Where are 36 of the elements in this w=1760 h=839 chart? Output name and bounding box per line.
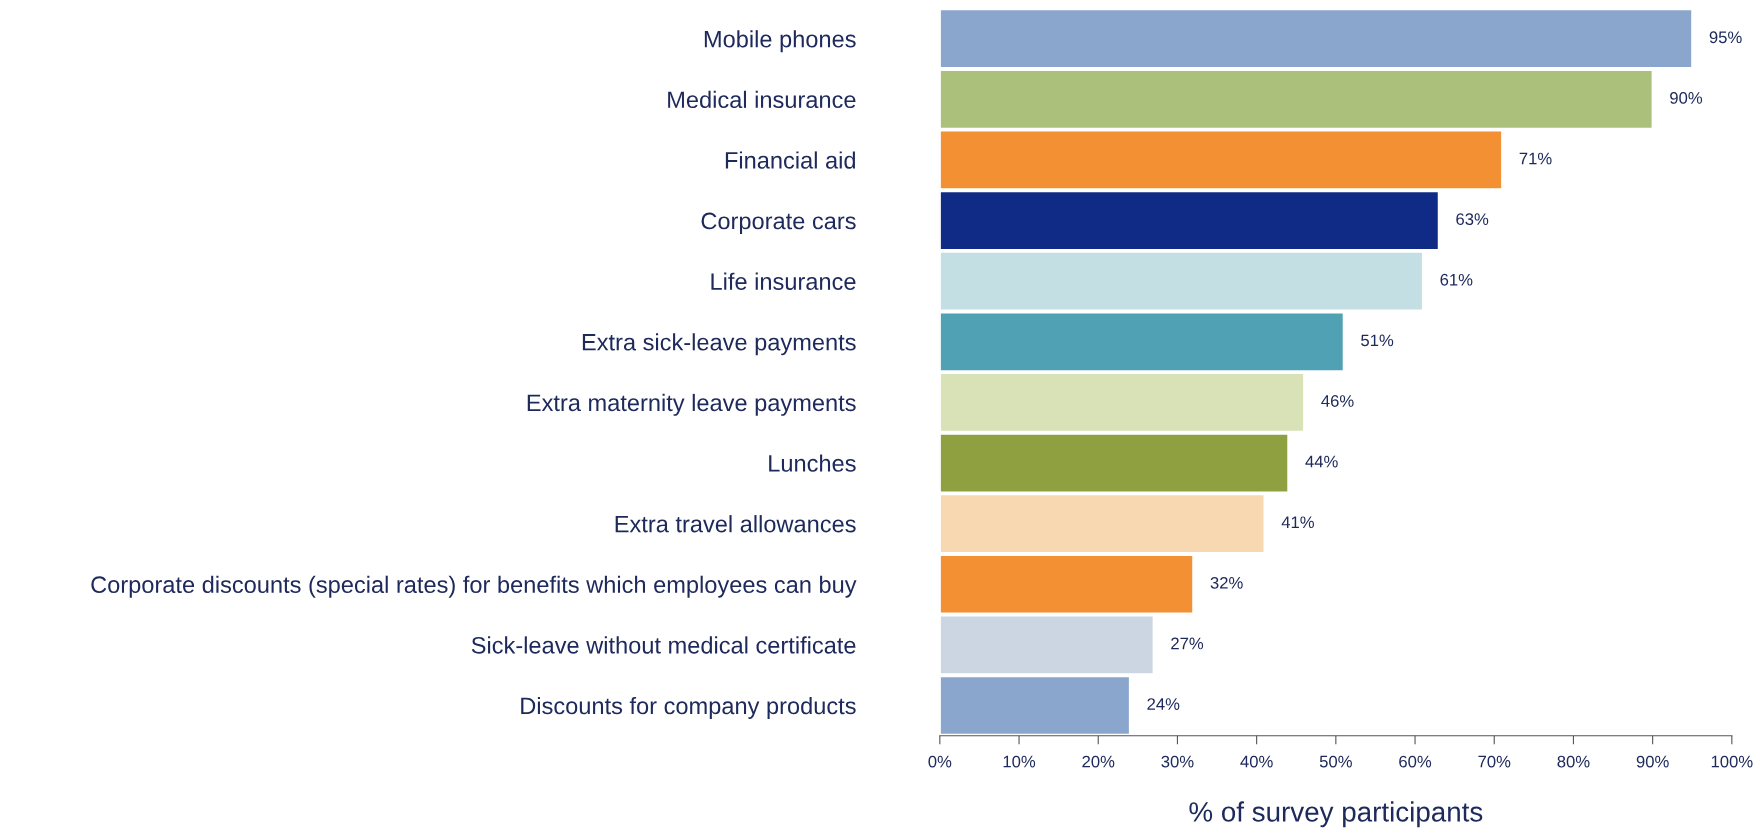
data-label: 63% [1456, 213, 1489, 226]
x-tick-label: 80% [1557, 755, 1590, 768]
y-tick-label: Lunches [769, 454, 856, 472]
data-label: 27% [1171, 637, 1204, 650]
x-tick-label: 90% [1636, 755, 1669, 768]
x-tick-label: 0% [928, 755, 952, 768]
y-tick-label: Medical insurance [668, 90, 856, 109]
y-tick-label: Extra maternity leave payments [527, 393, 856, 416]
x-tick-label: 20% [1082, 755, 1115, 768]
x-tick-label: 40% [1240, 755, 1273, 768]
x-tick-label: 70% [1478, 755, 1511, 768]
data-label: 46% [1321, 395, 1354, 407]
x-tick-label: 10% [1003, 755, 1036, 768]
data-label: 32% [1210, 576, 1243, 589]
y-tick-label: Mobile phones [704, 30, 856, 53]
data-label: 71% [1519, 152, 1552, 165]
x-tick-label: 60% [1399, 755, 1432, 768]
y-tick-label: Corporate cars [701, 212, 856, 235]
y-tick-label: Discounts for company products [521, 696, 856, 719]
y-tick-label: Financial aid [725, 151, 855, 169]
x-tick-label: 30% [1161, 755, 1194, 768]
data-label: 44% [1305, 455, 1338, 468]
data-label: 41% [1281, 516, 1314, 529]
y-tick-label: Extra travel allowances [615, 515, 856, 533]
data-label: 51% [1361, 334, 1394, 347]
y-tick-label: Sick-leave without medical certificate [471, 636, 856, 654]
data-label: 90% [1670, 91, 1703, 104]
y-tick-label: Corporate discounts (special rates) for benefits which employees can buy [91, 575, 857, 598]
data-label: 95% [1709, 31, 1742, 44]
x-tick-label: 100% [1711, 755, 1753, 768]
data-label: 24% [1147, 698, 1180, 710]
data-label: 61% [1440, 273, 1473, 286]
y-tick-label: Life insurance [711, 272, 856, 290]
x-tick-label: 50% [1319, 755, 1352, 768]
x-axis-title: % of survey participants [1189, 801, 1483, 828]
y-tick-label: Extra sick-leave payments [582, 333, 856, 356]
